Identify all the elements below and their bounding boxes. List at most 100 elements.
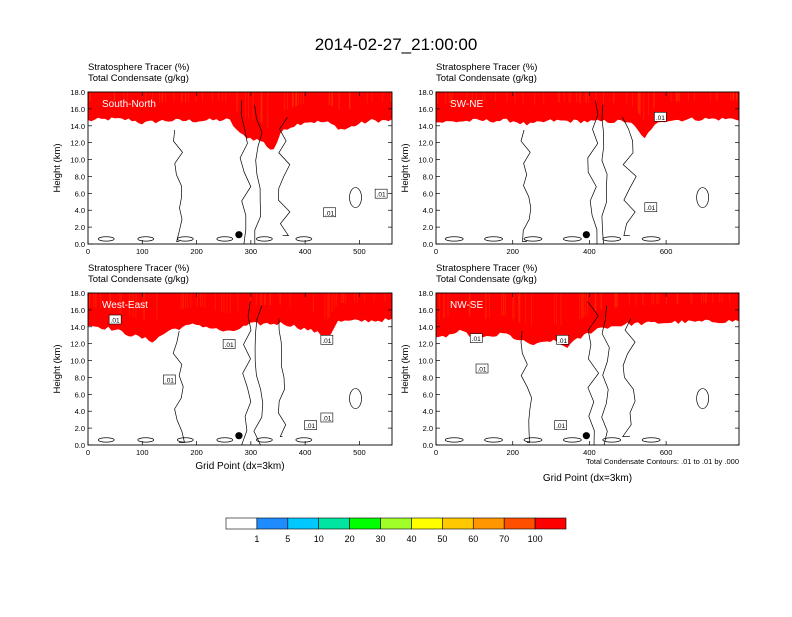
contour-cell (176, 437, 194, 443)
figure-title: 2014-02-27_21:00:00 (315, 35, 478, 54)
y-tick-label: 6.0 (75, 390, 85, 399)
panel-nw-se: Stratosphere Tracer (%) Total Condensate … (400, 263, 740, 484)
panel-title-tracer: Stratosphere Tracer (%) (436, 263, 537, 274)
contour-cell (349, 388, 362, 409)
colorbar-swatch (503, 517, 536, 530)
plot-frame (87, 91, 393, 245)
y-tick-label: 2.0 (423, 223, 433, 232)
tracer-band-10 (88, 92, 392, 150)
contour-label: .01 (325, 210, 334, 217)
contour-label-box (304, 420, 317, 430)
contour-cell (602, 437, 622, 443)
y-tick-label: 4.0 (423, 206, 433, 215)
contour-label: .01 (111, 318, 120, 325)
panel-title-tracer: Stratosphere Tracer (%) (436, 62, 537, 73)
y-tick-label: 4.0 (75, 206, 85, 215)
colorbar-swatch (442, 517, 474, 530)
panel-west-east: Stratosphere Tracer (%)Total Condensate … (52, 263, 393, 472)
y-tick-label: 16.0 (418, 306, 433, 315)
contour-cell (349, 187, 362, 208)
colorbar-swatch (287, 517, 320, 530)
panel-plot-area: .01 .01 .01 .01 .01 .01 (88, 293, 392, 445)
contour-label-box (475, 363, 489, 374)
colorbar-swatch (349, 517, 381, 530)
y-tick-label: 8.0 (423, 172, 433, 181)
y-tick-label: 12.0 (418, 139, 433, 148)
condensate-contours (444, 301, 709, 445)
y-tick-label: 10.0 (70, 357, 85, 366)
y-tick-label: 14.0 (70, 323, 85, 332)
panel-plot-area: .01 .01 (88, 92, 392, 244)
contour-cell (484, 236, 503, 242)
panel-plot-area: .01 .01 .01 .01 (436, 293, 739, 445)
contour-label: .01 (322, 338, 331, 345)
x-tick-label: 200 (506, 247, 519, 256)
y-tick-label: 0.0 (75, 240, 85, 249)
colorbar-label: 60 (468, 534, 478, 544)
colorbar-label: 40 (406, 534, 416, 544)
y-tick-label: 12.0 (70, 139, 85, 148)
contour-cell (602, 236, 622, 242)
x-tick-label: 400 (583, 247, 596, 256)
contour-line (172, 330, 185, 443)
condensate-contours (444, 100, 709, 244)
location-marker (235, 432, 243, 440)
panel-title-condensate: Total Condensate (g/kg) (436, 73, 537, 84)
colorbar-swatch (472, 517, 505, 530)
x-tick-label: 500 (353, 448, 366, 457)
contour-line (520, 129, 532, 242)
contour-label-box (374, 188, 388, 199)
contour-label: .01 (478, 367, 487, 374)
y-tick-label: 10.0 (70, 156, 85, 165)
contour-cell (696, 388, 709, 409)
contour-label-box (320, 412, 334, 423)
contour-note: Total Condensate Contours: .01 to .01 by… (586, 457, 739, 466)
contour-cell (255, 437, 273, 443)
contour-cell (216, 236, 234, 242)
contour-line (587, 100, 599, 244)
contour-cell (562, 236, 582, 242)
contour-label-box (554, 420, 567, 430)
condensate-contours (97, 301, 362, 445)
y-tick-label: 6.0 (75, 189, 85, 198)
x-tick-label: 400 (583, 448, 596, 457)
y-tick-label: 2.0 (75, 424, 85, 433)
contour-cell (444, 236, 464, 242)
x-tick-label: 100 (136, 247, 149, 256)
contour-label: .01 (472, 336, 481, 343)
contour-label: .01 (556, 423, 565, 430)
contour-line (278, 117, 291, 236)
contour-cell (137, 236, 155, 242)
contour-line (173, 129, 183, 242)
contour-cell (97, 437, 115, 443)
contour-line (253, 305, 264, 445)
contour-cell (484, 437, 503, 443)
y-tick-label: 6.0 (423, 189, 433, 198)
contour-label: .01 (646, 205, 655, 212)
colorbar-swatch (318, 517, 350, 530)
plot-frame (435, 91, 740, 245)
y-tick-label: 18.0 (70, 88, 85, 97)
colorbar-swatch (256, 517, 289, 530)
contour-label: .01 (656, 115, 665, 122)
contour-cell (255, 236, 273, 242)
contour-line (241, 301, 252, 445)
contour-line (278, 318, 287, 437)
y-tick-label: 12.0 (70, 340, 85, 349)
contour-label-box (222, 339, 236, 349)
x-tick-label: 600 (660, 448, 673, 457)
y-tick-label: 16.0 (418, 105, 433, 114)
colorbar-label: 5 (285, 534, 290, 544)
y-tick-label: 16.0 (70, 105, 85, 114)
contour-cell (216, 437, 234, 443)
y-tick-label: 18.0 (70, 289, 85, 298)
condensate-contours (97, 100, 362, 244)
x-tick-label: 500 (353, 247, 366, 256)
colorbar-swatch (534, 517, 567, 530)
contour-line (520, 330, 532, 443)
y-tick-label: 8.0 (75, 373, 85, 382)
contour-cell (641, 236, 661, 242)
x-tick-label: 100 (136, 448, 149, 457)
contour-label: .01 (377, 192, 386, 199)
panel-title-condensate: Total Condensate (g/kg) (88, 274, 189, 285)
